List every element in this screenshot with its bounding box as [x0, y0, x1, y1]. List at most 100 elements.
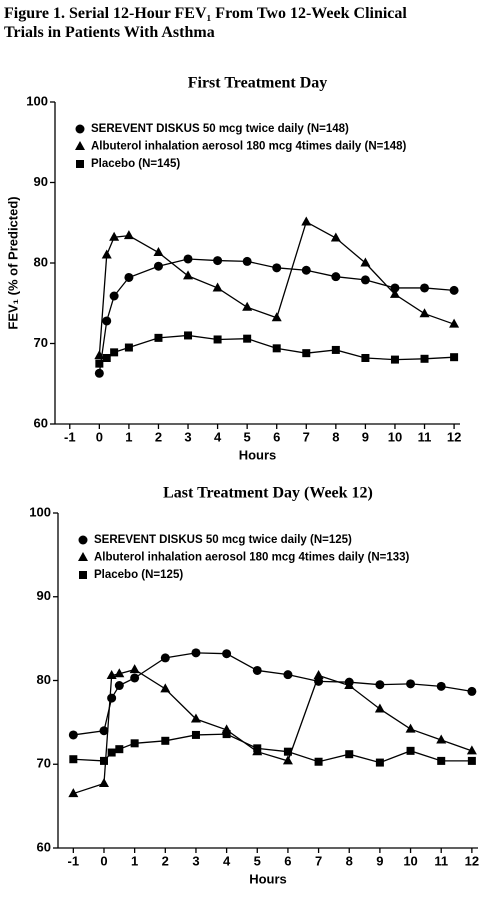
- marker: [253, 744, 262, 753]
- marker: [161, 736, 170, 745]
- legend-marker: [75, 141, 85, 150]
- x-tick-label: -1: [64, 429, 76, 444]
- x-tick-label: 12: [465, 853, 479, 868]
- x-tick-label: 0: [96, 429, 103, 444]
- marker: [436, 681, 446, 691]
- y-tick-label: 70: [37, 756, 51, 771]
- marker: [406, 746, 415, 755]
- marker: [190, 713, 201, 723]
- y-axis-label: FEV₁ (% of Predicted): [5, 196, 20, 329]
- y-tick-label: 80: [37, 672, 51, 687]
- marker: [102, 316, 112, 326]
- x-tick-label: 6: [273, 429, 280, 444]
- marker: [420, 283, 430, 293]
- x-tick-label: 4: [214, 429, 222, 444]
- marker: [242, 301, 253, 311]
- marker: [213, 335, 222, 344]
- y-tick-label: 90: [34, 174, 48, 189]
- legend-label: Placebo (N=125): [94, 569, 183, 581]
- marker: [467, 756, 476, 765]
- legend-label: Albuterol inhalation aerosol 180 mcg 4ti…: [91, 141, 407, 153]
- marker: [183, 254, 193, 264]
- legend-marker: [76, 160, 84, 168]
- y-tick-label: 100: [26, 93, 48, 108]
- x-tick-label: 2: [155, 429, 162, 444]
- marker: [114, 681, 124, 691]
- marker: [212, 282, 223, 292]
- marker: [124, 272, 134, 282]
- marker: [102, 353, 111, 362]
- series-line: [73, 652, 472, 736]
- marker: [272, 344, 281, 353]
- marker: [374, 703, 385, 713]
- legend-marker: [78, 552, 88, 561]
- marker: [191, 648, 201, 658]
- marker: [301, 216, 312, 226]
- marker: [449, 285, 459, 295]
- legend-marker: [75, 124, 85, 134]
- marker: [94, 350, 105, 360]
- x-tick-label: 11: [418, 429, 432, 444]
- subplot-title: Last Treatment Day (Week 12): [163, 485, 373, 502]
- marker: [361, 353, 370, 362]
- x-tick-label: 9: [376, 853, 383, 868]
- marker: [129, 664, 140, 674]
- marker: [213, 256, 223, 266]
- legend-label: SEREVENT DISKUS 50 mcg twice daily (N=12…: [94, 534, 352, 546]
- marker: [449, 318, 460, 328]
- marker: [130, 739, 139, 748]
- marker: [314, 757, 323, 766]
- marker: [99, 756, 108, 765]
- marker: [282, 755, 293, 765]
- x-tick-label: 6: [284, 853, 291, 868]
- marker: [114, 668, 125, 678]
- marker: [191, 730, 200, 739]
- figure-title: Figure 1. Serial 12-Hour FEV₁ From Two 1…: [4, 5, 407, 41]
- marker: [222, 730, 231, 739]
- marker: [130, 673, 140, 683]
- x-tick-label: 4: [223, 853, 231, 868]
- marker: [437, 756, 446, 765]
- x-tick-label: -1: [68, 853, 80, 868]
- marker: [271, 312, 282, 322]
- marker: [98, 778, 109, 788]
- marker: [283, 747, 292, 756]
- marker: [389, 288, 400, 298]
- marker: [68, 730, 78, 740]
- x-tick-label: 7: [303, 429, 310, 444]
- marker: [420, 354, 429, 363]
- marker: [419, 308, 430, 318]
- marker: [115, 745, 124, 754]
- x-tick-label: 11: [434, 853, 448, 868]
- marker: [375, 680, 385, 690]
- marker: [99, 726, 109, 736]
- x-axis-label: Hours: [239, 447, 277, 462]
- marker: [109, 291, 119, 301]
- marker: [160, 683, 171, 693]
- legend-marker: [79, 571, 87, 579]
- marker: [331, 345, 340, 354]
- marker: [406, 679, 416, 689]
- marker: [345, 750, 354, 759]
- x-tick-label: 7: [315, 853, 322, 868]
- legend-label: Albuterol inhalation aerosol 180 mcg 4ti…: [94, 552, 410, 564]
- legend-label: SEREVENT DISKUS 50 mcg twice daily (N=14…: [91, 123, 349, 135]
- marker: [302, 349, 311, 358]
- marker: [107, 693, 117, 703]
- marker: [375, 758, 384, 767]
- x-tick-label: 9: [362, 429, 369, 444]
- marker: [101, 249, 112, 259]
- marker: [313, 669, 324, 679]
- x-tick-label: 3: [184, 429, 191, 444]
- marker: [109, 231, 120, 241]
- marker: [106, 669, 117, 679]
- marker: [272, 263, 282, 273]
- marker: [123, 230, 134, 240]
- marker: [243, 334, 252, 343]
- x-tick-label: 1: [125, 429, 132, 444]
- marker: [107, 748, 116, 757]
- marker: [153, 247, 164, 257]
- y-tick-label: 70: [34, 335, 48, 350]
